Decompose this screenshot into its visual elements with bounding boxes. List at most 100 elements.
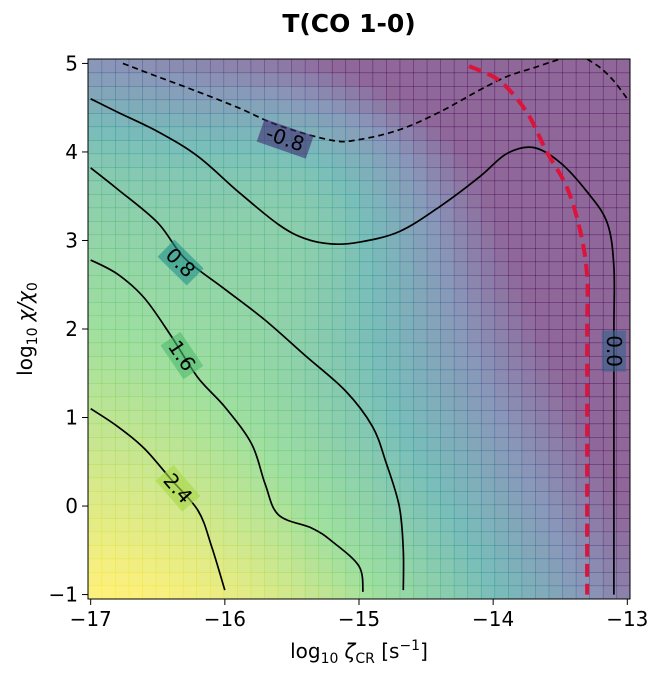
heat-cell: [169, 437, 184, 452]
heat-cell: [250, 504, 265, 519]
heat-cell: [223, 396, 238, 411]
heat-cell: [508, 113, 523, 128]
heat-cell: [494, 464, 509, 479]
heat-cell: [562, 302, 577, 317]
heat-cell: [223, 207, 238, 222]
heat-cell: [250, 437, 265, 452]
heat-cell: [480, 234, 496, 249]
heat-cell: [223, 86, 238, 101]
heat-cell: [386, 504, 401, 519]
heat-cell: [304, 369, 319, 384]
heat-cell: [182, 234, 197, 249]
heat-cell: [616, 261, 630, 276]
heat-cell: [508, 518, 523, 533]
heat-cell: [386, 275, 401, 290]
heat-cell: [589, 315, 604, 330]
heat-cell: [480, 504, 496, 519]
heat-cell: [223, 572, 238, 587]
heat-cell: [291, 369, 306, 384]
heat-cell: [331, 545, 347, 560]
heat-cell: [535, 167, 550, 182]
heat-cell: [521, 531, 536, 546]
heat-cell: [413, 396, 428, 411]
heat-cell: [426, 545, 441, 560]
heat-cell: [386, 410, 401, 425]
heat-cell: [88, 396, 103, 411]
heat-cell: [291, 558, 306, 573]
heat-cell: [88, 315, 103, 330]
heat-cell: [386, 383, 401, 398]
heat-cell: [453, 59, 468, 74]
heat-cell: [237, 356, 252, 371]
heat-cell: [494, 99, 509, 114]
heat-cell: [535, 59, 550, 74]
heat-cell: [589, 396, 604, 411]
heat-cell: [372, 99, 387, 114]
heat-cell: [508, 288, 523, 303]
heat-cell: [535, 464, 550, 479]
heat-cell: [480, 248, 496, 263]
heat-cell: [426, 99, 441, 114]
heat-cell: [101, 423, 116, 438]
heat-cell: [182, 518, 197, 533]
heat-cell: [548, 126, 563, 141]
heat-cell: [386, 221, 401, 236]
heat-cell: [535, 531, 550, 546]
heat-cell: [88, 140, 103, 155]
heat-cell: [115, 396, 130, 411]
heat-cell: [426, 126, 441, 141]
heat-cell: [264, 396, 279, 411]
heat-cell: [318, 558, 333, 573]
heat-cell: [548, 248, 563, 263]
heat-cell: [209, 207, 225, 222]
heat-cell: [223, 315, 238, 330]
heat-cell: [494, 86, 509, 101]
contour-label: 0.0: [602, 335, 626, 367]
heat-cell: [508, 126, 523, 141]
heat-cell: [480, 113, 496, 128]
heat-cell: [237, 113, 252, 128]
heat-cell: [589, 99, 604, 114]
heat-cell: [589, 59, 604, 74]
heat-cell: [399, 558, 414, 573]
heat-cell: [277, 464, 292, 479]
heat-cell: [359, 383, 374, 398]
heat-cell: [331, 261, 347, 276]
heat-cell: [345, 423, 360, 438]
heat-cell: [359, 221, 374, 236]
heat-cell: [359, 153, 374, 168]
heat-cell: [386, 207, 401, 222]
heat-cell: [521, 423, 536, 438]
heat-cell: [575, 99, 590, 114]
heat-cell: [264, 329, 279, 344]
heat-cell: [101, 437, 116, 452]
heat-cell: [413, 315, 428, 330]
heat-cell: [399, 140, 414, 155]
heat-cell: [101, 72, 116, 87]
contour-line: [90, 167, 405, 591]
heat-cell: [494, 410, 509, 425]
heat-cell: [115, 491, 130, 506]
heat-cell: [101, 153, 116, 168]
heat-cell: [237, 410, 252, 425]
heat-cell: [250, 491, 265, 506]
heat-cell: [548, 396, 563, 411]
heat-cell: [209, 342, 225, 357]
heat-cell: [359, 518, 374, 533]
heat-cell: [196, 275, 211, 290]
heat-cell: [589, 329, 604, 344]
heat-cell: [237, 248, 252, 263]
heat-cell: [575, 113, 590, 128]
heat-cell: [142, 261, 157, 276]
heat-cell: [453, 423, 468, 438]
heat-cell: [535, 572, 550, 587]
y-axis-ticks: −1 0 1 2 3 4 5: [49, 51, 88, 607]
heat-cell: [413, 383, 428, 398]
heat-cell: [413, 99, 428, 114]
heat-cell: [196, 477, 211, 492]
heat-cell: [426, 234, 441, 249]
heat-cell: [440, 477, 455, 492]
heat-cell: [521, 194, 536, 209]
heat-cell: [386, 585, 401, 599]
heat-cell: [331, 140, 347, 155]
